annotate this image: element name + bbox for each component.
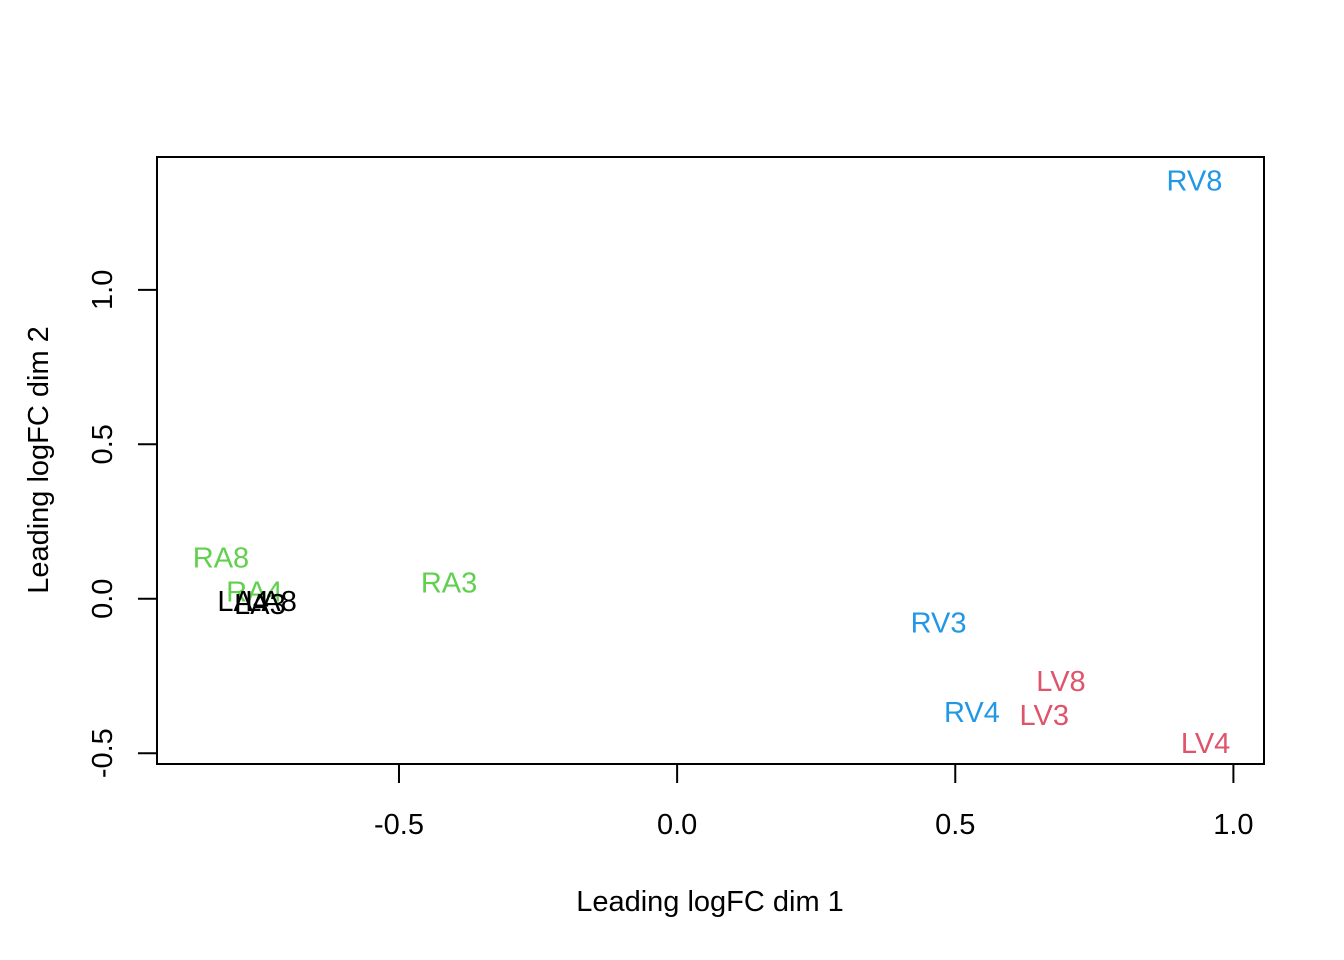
point-label-ra3: RA3 — [421, 567, 477, 599]
y-tick-label: 1.0 — [87, 270, 119, 310]
point-label-lv8: LV8 — [1036, 666, 1085, 698]
point-label-la8: LA8 — [245, 586, 297, 618]
point-label-rv8: RV8 — [1167, 166, 1223, 198]
point-label-la3: LA3 — [234, 589, 286, 621]
y-tick-label: 0.0 — [87, 579, 119, 619]
x-tick-label: -0.5 — [374, 809, 424, 841]
point-label-ra4: RA4 — [226, 577, 282, 609]
point-label-lv3: LV3 — [1020, 700, 1069, 732]
y-axis-label: Leading logFC dim 2 — [23, 326, 55, 594]
y-axis: -0.5 0.0 0.5 1.0 — [87, 270, 158, 778]
x-tick-label: 0.5 — [935, 809, 975, 841]
x-tick-label: 0.0 — [657, 809, 697, 841]
point-label-ra8: RA8 — [193, 543, 249, 575]
y-tick-label: -0.5 — [87, 728, 119, 778]
x-axis: -0.5 0.0 0.5 1.0 — [374, 763, 1254, 841]
point-label-rv3: RV3 — [911, 607, 967, 639]
x-tick-label: 1.0 — [1213, 809, 1253, 841]
point-label-la4: LA4 — [217, 586, 269, 618]
y-tick-label: 0.5 — [87, 424, 119, 464]
x-axis-label: Leading logFC dim 1 — [576, 886, 844, 918]
point-label-lv4: LV4 — [1181, 728, 1230, 760]
plot-frame — [156, 156, 1265, 765]
point-label-rv4: RV4 — [944, 697, 1000, 729]
